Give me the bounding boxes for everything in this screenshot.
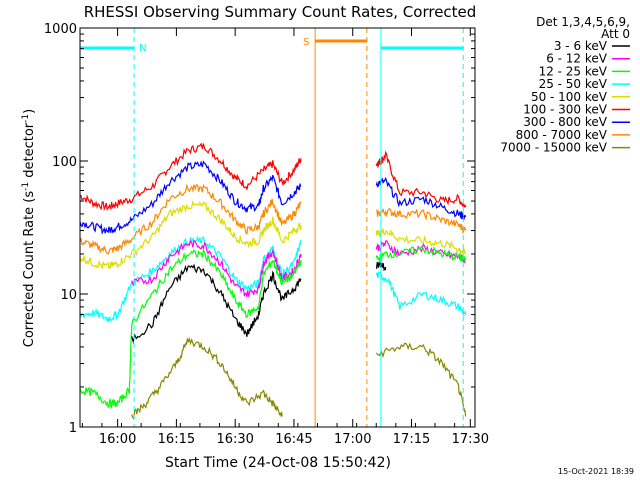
saa-label: S (303, 37, 309, 48)
x-tick-label: 17:15 (393, 432, 430, 447)
x-tick-label: 16:30 (216, 432, 253, 447)
x-tick-layer: 16:00 16:15 16:30 16:45 17:00 17:15 17:30 (81, 28, 489, 447)
x-tick-label: 16:15 (158, 432, 195, 447)
y-tick-layer: 1 10 100 1000 (44, 22, 475, 436)
x-tick-label: 16:00 (99, 432, 136, 447)
series-line-cyan-0 (79, 235, 302, 323)
y-axis-label-mid: detector (22, 122, 37, 182)
y-axis-label-main: Corrected Count Rate (s (22, 191, 37, 348)
y-tick-label: 10 (60, 288, 77, 303)
series-line-green-1 (375, 245, 467, 263)
series-layer (79, 142, 467, 420)
series-line-green-0 (79, 248, 302, 410)
series-line-olive-1 (375, 342, 467, 417)
legend-label: 6 - 12 keV (546, 52, 608, 66)
legend-label: 7000 - 15000 keV (500, 141, 607, 155)
series-line-olive-0 (131, 336, 283, 420)
annotation-layer: NS (80, 28, 464, 427)
x-tick-label: 17:00 (334, 432, 371, 447)
series-line-orange-1 (375, 207, 467, 235)
series-line-magenta-1 (375, 240, 467, 263)
series-line-red-0 (80, 142, 302, 212)
legend-label: 25 - 50 keV (539, 77, 608, 91)
x-axis-label: Start Time (24-Oct-08 15:50:42) (165, 455, 391, 471)
plot-frame (79, 27, 476, 428)
legend-label: 800 - 7000 keV (516, 128, 608, 142)
series-line-yellow-0 (79, 200, 302, 270)
legend-label: 3 - 6 keV (554, 39, 608, 53)
series-line-cyan-1 (375, 271, 467, 317)
x-tick-label: 17:30 (452, 432, 489, 447)
y-axis-label-sup1: -1 (21, 182, 31, 191)
x-tick-label: 16:45 (275, 432, 312, 447)
y-axis-label-end: ) (22, 109, 37, 114)
y-tick-label: 100 (52, 155, 77, 170)
y-axis-label-sup2: -1 (21, 114, 31, 123)
y-axis-label: Corrected Count Rate (s-1 detector-1) (21, 109, 37, 347)
legend-label: 12 - 25 keV (539, 64, 608, 78)
legend-header-line2: Att 0 (601, 27, 630, 41)
y-tick-label: 1000 (44, 22, 77, 37)
legend-header-line1: Det 1,3,4,5,6,9, (536, 15, 630, 29)
chart-title: RHESSI Observing Summary Count Rates, Co… (84, 3, 477, 21)
night-label: N (139, 43, 146, 54)
legend-label: 300 - 800 keV (523, 115, 607, 129)
series-line-black-0 (131, 263, 302, 344)
series-line-orange-0 (79, 183, 302, 255)
series-line-magenta-0 (131, 239, 302, 297)
footer-timestamp: 15-Oct-2021 18:39 (558, 467, 634, 476)
legend-label: 50 - 100 keV (531, 90, 608, 104)
series-line-blue-0 (79, 160, 302, 235)
series-line-red-1 (375, 150, 467, 208)
y-tick-label: 1 (69, 421, 77, 436)
legend-label: 100 - 300 keV (523, 103, 607, 117)
series-line-blue-1 (375, 176, 467, 220)
